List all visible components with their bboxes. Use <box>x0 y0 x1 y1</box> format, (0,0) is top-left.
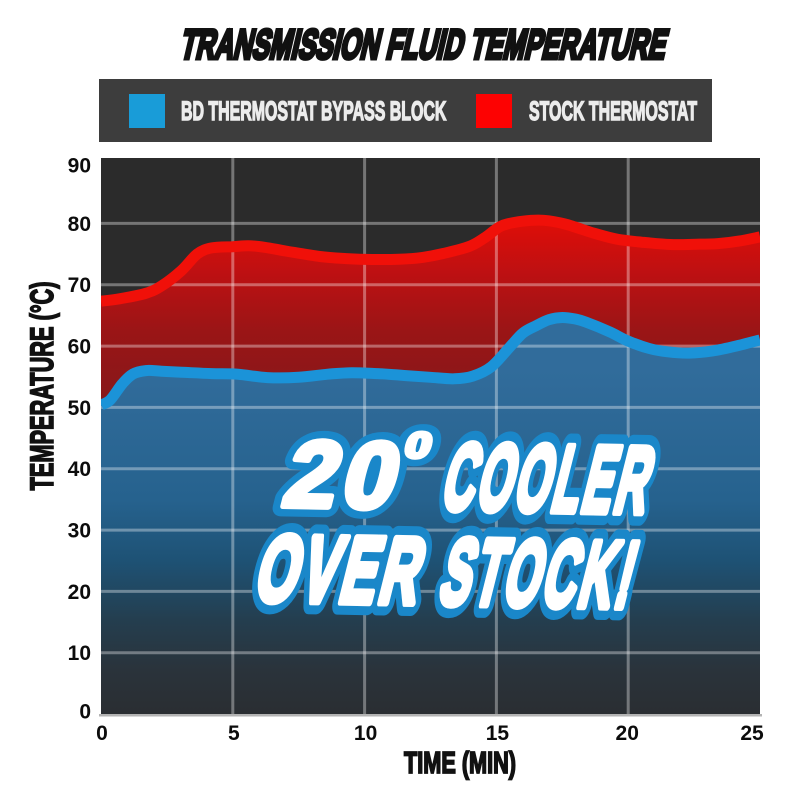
svg-text:0: 0 <box>96 722 108 745</box>
svg-text:OVER: OVER <box>247 515 439 623</box>
svg-text:STOCK!: STOCK! <box>431 521 650 629</box>
svg-text:TIME (MIN): TIME (MIN) <box>404 745 516 780</box>
svg-text:STOCK!: STOCK! <box>431 521 650 629</box>
svg-text:60: 60 <box>68 336 91 359</box>
svg-text:COOLER: COOLER <box>434 424 667 532</box>
svg-text:15: 15 <box>486 722 510 745</box>
svg-text:80: 80 <box>68 213 91 236</box>
svg-text:10: 10 <box>68 642 91 665</box>
svg-text:STOCK THERMOSTAT: STOCK THERMOSTAT <box>529 96 697 126</box>
svg-text:TRANSMISSION FLUID TEMPERATURE: TRANSMISSION FLUID TEMPERATURE <box>177 22 673 68</box>
svg-text:25: 25 <box>740 722 764 745</box>
svg-text:70: 70 <box>68 274 91 297</box>
svg-text:0: 0 <box>79 701 91 724</box>
svg-text:30: 30 <box>68 520 91 543</box>
svg-text:TEMPERATURE (°C): TEMPERATURE (°C) <box>24 282 60 491</box>
svg-text:90: 90 <box>68 154 91 177</box>
svg-text:BD THERMOSTAT BYPASS BLOCK: BD THERMOSTAT BYPASS BLOCK <box>181 96 446 126</box>
svg-text:50: 50 <box>68 397 91 420</box>
svg-text:5: 5 <box>228 722 240 745</box>
svg-text:20: 20 <box>68 581 91 604</box>
svg-text:20: 20 <box>616 722 639 745</box>
svg-text:OVER: OVER <box>247 515 439 623</box>
svg-text:10: 10 <box>354 722 377 745</box>
svg-text:40: 40 <box>68 458 91 481</box>
svg-text:COOLER: COOLER <box>434 424 667 532</box>
